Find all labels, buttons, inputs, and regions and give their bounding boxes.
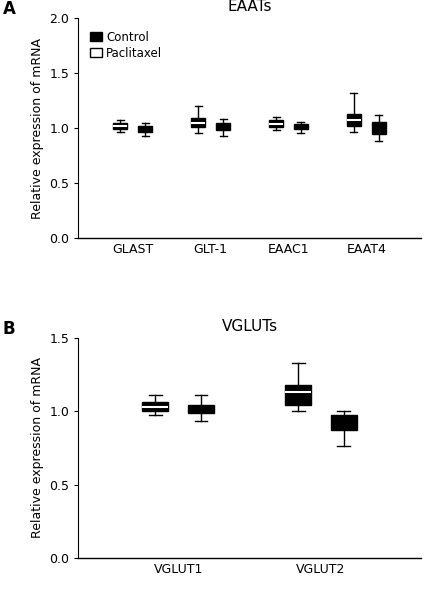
Y-axis label: Relative expression of mRNA: Relative expression of mRNA: [30, 357, 43, 538]
PathPatch shape: [188, 405, 214, 413]
PathPatch shape: [285, 385, 311, 405]
Title: VGLUTs: VGLUTs: [221, 319, 278, 334]
PathPatch shape: [113, 122, 127, 130]
Y-axis label: Relative expression of mRNA: Relative expression of mRNA: [30, 38, 43, 219]
PathPatch shape: [372, 122, 386, 134]
PathPatch shape: [191, 118, 205, 127]
PathPatch shape: [347, 114, 361, 126]
PathPatch shape: [142, 402, 168, 411]
Legend: Control, Paclitaxel: Control, Paclitaxel: [88, 28, 165, 62]
PathPatch shape: [294, 124, 308, 130]
Text: A: A: [3, 1, 16, 19]
PathPatch shape: [269, 121, 283, 127]
Text: B: B: [3, 320, 15, 338]
Title: EAATs: EAATs: [227, 0, 272, 14]
PathPatch shape: [216, 122, 230, 130]
PathPatch shape: [331, 415, 357, 430]
PathPatch shape: [138, 126, 152, 131]
